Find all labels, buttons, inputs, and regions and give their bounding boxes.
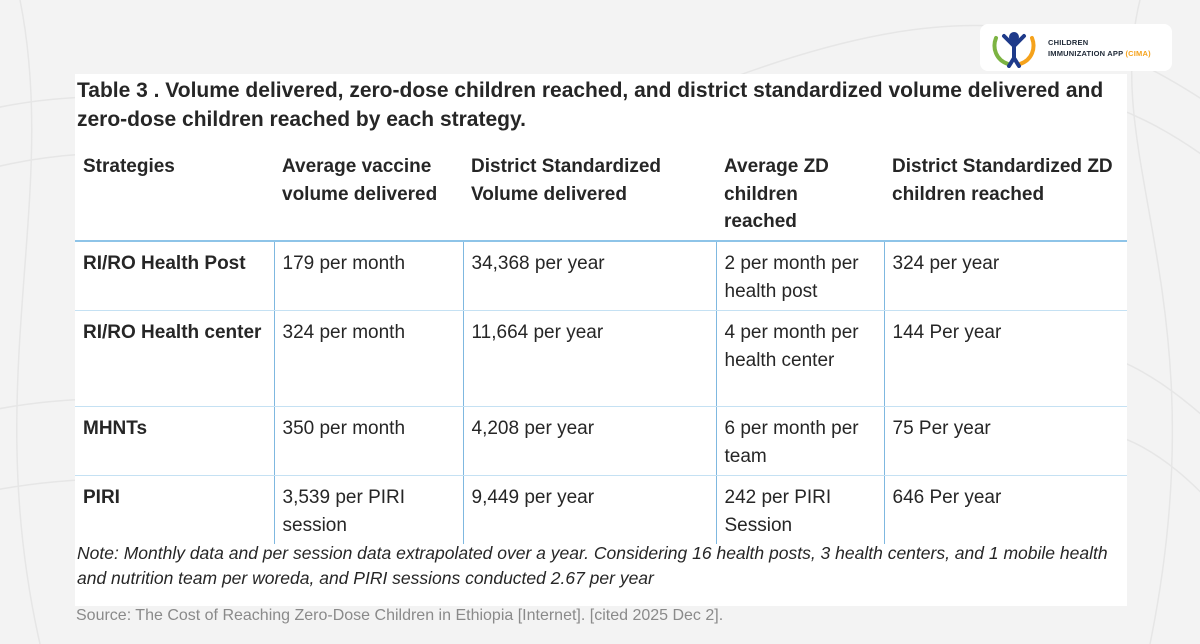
table-caption: Table 3 . Volume delivered, zero-dose ch…: [77, 79, 1104, 131]
table-cell: 11,664 per year: [462, 310, 716, 407]
table-cell: 350 per month: [273, 406, 463, 476]
table-cell: 34,368 per year: [462, 241, 716, 311]
table-document: Table 3 . Volume delivered, zero-dose ch…: [75, 74, 1127, 606]
table-cell: 179 per month: [273, 241, 463, 311]
table-cell: 4 per month per health center: [715, 310, 884, 407]
source-citation: Source: The Cost of Reaching Zero-Dose C…: [76, 607, 724, 624]
table-row: MHNTs 350 per month 4,208 per year 6 per…: [75, 406, 1127, 476]
column-header: Average vaccine volume delivered: [274, 148, 463, 242]
table-cell: 3,539 per PIRI session: [273, 475, 463, 544]
table-cell: 4,208 per year: [462, 406, 716, 476]
strategy-cell: RI/RO Health Post: [75, 241, 274, 311]
table-cell: 2 per month per health post: [715, 241, 884, 311]
logo-line-2: IMMUNIZATION APP: [1048, 48, 1124, 58]
strategy-cell: MHNTs: [75, 406, 274, 476]
table-row: RI/RO Health Post 179 per month 34,368 p…: [75, 241, 1127, 311]
strategy-table: Strategies Average vaccine volume delive…: [75, 148, 1127, 544]
column-header: Average ZD children reached: [716, 148, 884, 242]
table-cell: 144 Per year: [883, 310, 1127, 407]
column-header: District Standardized ZD children reache…: [884, 148, 1127, 242]
child-hands-raised-icon: [992, 31, 1036, 68]
table-cell: 9,449 per year: [462, 475, 716, 544]
logo-line-2-accent: (CIMA): [1125, 48, 1151, 58]
table-cell: 6 per month per team: [715, 406, 884, 476]
table-cell: 324 per month: [273, 310, 463, 407]
strategy-cell: RI/RO Health center: [75, 310, 274, 407]
table-cell: 646 Per year: [883, 475, 1127, 544]
column-header: District Standardized Volume delivered: [463, 148, 716, 242]
strategy-cell: PIRI: [83, 487, 120, 508]
table-header-row: Strategies Average vaccine volume delive…: [75, 148, 1127, 242]
table-cell: 324 per year: [883, 241, 1127, 311]
table-row: PIRI 3,539 per PIRI session 9,449 per ye…: [75, 475, 1127, 544]
logo-line-1: CHILDREN: [1048, 37, 1089, 47]
table-row: RI/RO Health center 324 per month 11,664…: [75, 310, 1127, 407]
column-header: Strategies: [75, 148, 274, 242]
table-cell: 75 Per year: [883, 406, 1127, 476]
table-note: Note: Monthly data and per session data …: [77, 543, 1108, 588]
cima-logo: CHILDREN IMMUNIZATION APP (CIMA): [980, 24, 1172, 71]
table-cell: 242 per PIRI Session: [715, 475, 884, 544]
